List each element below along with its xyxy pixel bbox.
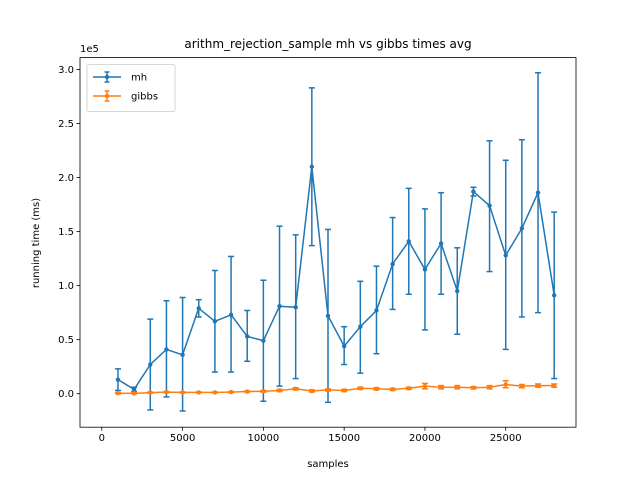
data-point	[406, 239, 411, 244]
data-point	[422, 267, 428, 272]
data-point	[293, 305, 298, 310]
data-point	[148, 362, 153, 367]
y-tick-label: 1.5	[58, 227, 74, 238]
x-axis-label: samples	[307, 459, 349, 470]
series-layer	[114, 71, 558, 412]
y-axis-ticks: 0.0 0.5 1.0 1.5 2.0 2.5 3.0	[58, 65, 80, 400]
data-point	[519, 383, 525, 389]
chart-title: arithm_rejection_sample mh vs gibbs time…	[184, 37, 471, 51]
y-tick-label: 1.0	[58, 281, 74, 292]
y-tick-label: 0.0	[58, 389, 74, 400]
data-point	[115, 377, 121, 382]
data-point	[438, 385, 444, 390]
x-tick-label: 5000	[170, 433, 195, 444]
y-offset-label: 1e5	[80, 44, 99, 55]
data-point	[212, 319, 218, 324]
data-point	[131, 391, 137, 396]
legend-label-gibbs: gibbs	[131, 92, 158, 103]
data-point	[390, 261, 395, 267]
data-point	[293, 386, 298, 392]
x-tick-label: 0	[99, 433, 105, 444]
data-point	[115, 390, 121, 396]
data-point	[519, 226, 525, 231]
data-point	[309, 388, 315, 394]
legend-swatch-marker	[104, 93, 110, 99]
data-point	[503, 382, 508, 387]
data-point	[180, 390, 185, 395]
data-point	[148, 390, 153, 395]
plot-area-frame	[79, 57, 577, 428]
data-point	[455, 385, 460, 390]
series-gibbs	[114, 379, 558, 396]
data-point	[309, 164, 315, 169]
data-point	[341, 388, 347, 393]
data-point	[535, 383, 541, 388]
legend: mh gibbs	[86, 64, 176, 112]
x-tick-label: 20000	[409, 433, 441, 444]
data-point	[503, 253, 508, 258]
data-point	[261, 338, 266, 343]
data-point	[551, 383, 557, 388]
data-point	[277, 303, 282, 309]
y-tick-label: 2.0	[58, 173, 74, 184]
data-point	[374, 386, 379, 392]
data-point	[325, 313, 331, 319]
data-point	[196, 306, 201, 311]
data-point	[341, 343, 347, 349]
data-point	[196, 390, 201, 395]
data-point	[390, 387, 395, 392]
data-point	[487, 385, 492, 390]
y-tick-label: 3.0	[58, 65, 74, 76]
data-point	[422, 383, 428, 389]
data-point	[180, 352, 185, 357]
data-point	[164, 347, 169, 352]
data-point	[455, 288, 460, 294]
x-tick-label: 25000	[490, 433, 522, 444]
data-point	[374, 308, 379, 313]
data-point	[325, 387, 331, 393]
x-axis-ticks: 0 5000 10000 15000 20000 25000	[99, 427, 522, 444]
series-mh	[114, 71, 558, 412]
data-point	[438, 241, 444, 246]
data-point	[164, 389, 169, 395]
y-tick-label: 2.5	[58, 119, 74, 130]
data-point	[212, 390, 218, 395]
series-line	[117, 166, 555, 391]
data-point	[228, 389, 234, 395]
data-point	[487, 203, 492, 208]
data-point	[228, 312, 234, 318]
data-point	[358, 324, 363, 329]
data-point	[245, 334, 250, 339]
data-point	[406, 386, 411, 391]
data-point	[277, 388, 282, 393]
legend-label-mh: mh	[131, 73, 147, 84]
series-line	[117, 383, 555, 395]
x-tick-label: 15000	[328, 433, 360, 444]
x-tick-label: 10000	[247, 433, 279, 444]
data-point	[358, 386, 363, 391]
legend-swatch-marker	[104, 74, 110, 80]
data-point	[131, 387, 137, 392]
data-point	[551, 293, 557, 298]
data-point	[535, 190, 541, 195]
y-axis-label: running time (ms)	[31, 198, 42, 288]
data-point	[261, 389, 266, 394]
y-tick-label: 0.5	[58, 335, 74, 346]
data-point	[471, 385, 476, 390]
data-point	[471, 189, 476, 194]
data-point	[245, 389, 250, 394]
